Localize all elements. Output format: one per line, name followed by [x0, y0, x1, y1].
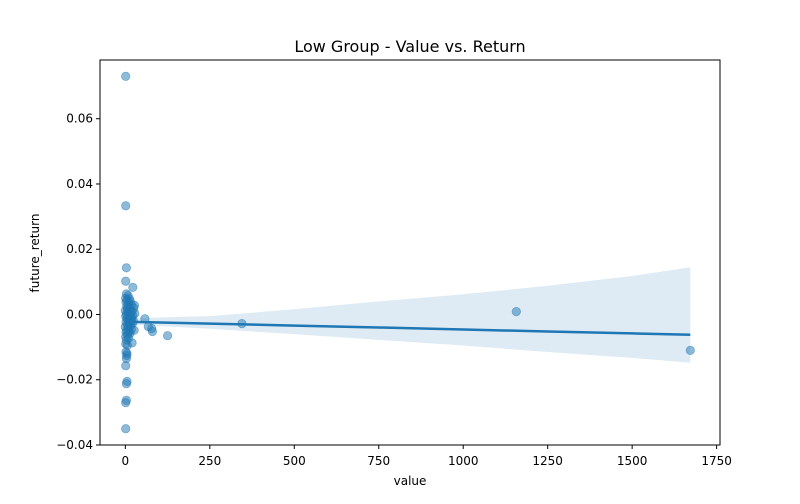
data-point — [147, 326, 157, 337]
regression-line-layer — [125, 320, 691, 336]
y-tick-label: −0.02 — [56, 373, 93, 387]
x-ticks: 0 250 500 750 1000 1250 1500 1750 — [122, 445, 732, 468]
data-point — [121, 397, 131, 408]
data-point — [121, 71, 131, 81]
data-point — [121, 201, 131, 211]
x-tick-label: 500 — [283, 454, 306, 468]
y-tick-label: 0.04 — [66, 177, 93, 191]
x-tick-label: 1500 — [617, 454, 648, 468]
x-axis-label: value — [394, 474, 427, 488]
y-tick-label: 0.02 — [66, 242, 93, 256]
x-tick-label: 0 — [122, 454, 130, 468]
y-ticks: −0.04 −0.02 0.00 0.02 0.04 0.06 — [56, 112, 100, 452]
confidence-band-layer — [125, 267, 691, 363]
data-point — [121, 361, 131, 371]
x-tick-label: 1250 — [532, 454, 563, 468]
y-tick-label: 0.00 — [66, 307, 93, 321]
data-point — [685, 345, 695, 355]
data-point — [121, 276, 131, 286]
x-tick-label: 1750 — [701, 454, 732, 468]
axes-frame — [99, 59, 721, 446]
data-point — [121, 424, 131, 434]
data-point — [121, 379, 132, 389]
chart-title: Low Group - Value vs. Return — [294, 37, 525, 56]
x-tick-label: 250 — [198, 454, 221, 468]
x-tick-label: 1000 — [448, 454, 479, 468]
y-tick-label: 0.06 — [66, 112, 93, 126]
y-tick-label: −0.04 — [56, 438, 93, 452]
data-point — [121, 263, 132, 273]
data-point — [511, 306, 521, 317]
y-axis-label: future_return — [28, 214, 42, 293]
regression-line — [125, 320, 691, 336]
points-layer — [120, 71, 695, 434]
x-tick-label: 750 — [367, 454, 390, 468]
data-point — [128, 282, 138, 292]
confidence-band — [125, 267, 691, 363]
data-point — [163, 331, 173, 341]
